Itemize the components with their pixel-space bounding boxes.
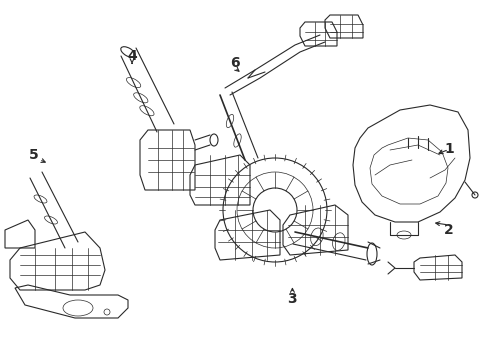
Text: 2: 2	[443, 224, 453, 237]
Text: 6: 6	[229, 56, 239, 70]
Text: 4: 4	[127, 49, 137, 63]
Text: 1: 1	[443, 143, 453, 156]
Circle shape	[104, 309, 110, 315]
Text: 5: 5	[28, 148, 38, 162]
Text: 3: 3	[287, 292, 297, 306]
Circle shape	[471, 192, 477, 198]
